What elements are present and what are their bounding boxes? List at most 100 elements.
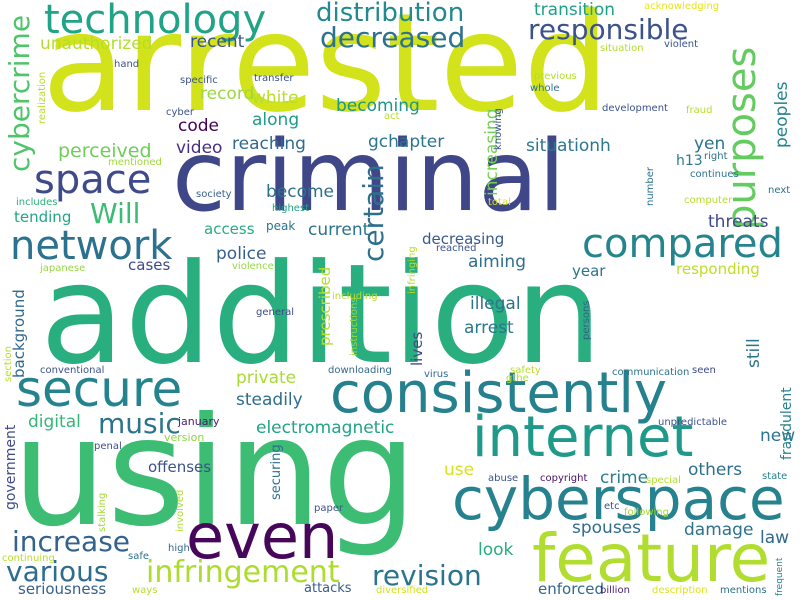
word-certain: certain xyxy=(357,164,390,262)
word-video: video xyxy=(176,138,223,158)
word-number: number xyxy=(645,166,656,206)
word-description: description xyxy=(652,585,708,596)
word-instructions: instructions xyxy=(349,297,360,356)
word-gthe: gthe xyxy=(506,373,529,384)
word-electromagnetic: electromagnetic xyxy=(256,418,395,438)
word-development: development xyxy=(602,103,668,114)
word-damage: damage xyxy=(684,520,754,540)
word-state: state xyxy=(762,471,788,482)
word-crime: crime xyxy=(600,468,649,488)
word-downloading: downloading xyxy=(328,365,392,376)
word-high: high xyxy=(168,543,190,554)
word-law: law xyxy=(760,528,790,548)
word-along: along xyxy=(252,110,300,130)
word-including: including xyxy=(332,291,378,302)
word-violence: violence xyxy=(232,261,274,272)
word-background: background xyxy=(10,289,28,378)
word-becoming: becoming xyxy=(336,96,420,116)
word-unpredictable: unpredictable xyxy=(658,417,728,428)
word-highest: highest xyxy=(272,203,310,214)
word-hand: hand xyxy=(114,59,140,70)
word-look: look xyxy=(478,540,514,560)
word-next: next xyxy=(768,185,791,196)
word-section: section xyxy=(3,345,14,382)
word-etc: etc xyxy=(604,501,620,512)
word-compared: compared xyxy=(582,221,783,267)
word-lives: lives xyxy=(408,331,426,366)
word-seriousness: seriousness xyxy=(18,580,107,598)
word-current: current xyxy=(308,220,370,240)
word-various: various xyxy=(6,555,109,588)
word-criminal: criminal xyxy=(172,120,566,234)
word-violent: violent xyxy=(664,39,699,50)
word-january: january xyxy=(178,415,220,428)
word-new: new xyxy=(760,426,796,446)
word-society: society xyxy=(196,189,232,200)
word-whole: whole xyxy=(530,83,560,94)
word-white: white xyxy=(252,88,299,108)
word-consistently: consistently xyxy=(330,361,668,426)
word-mentioned: mentioned xyxy=(108,157,162,168)
word-feature: feature xyxy=(532,520,771,597)
word-technology: technology xyxy=(44,0,267,43)
word-attacks: attacks xyxy=(304,581,352,596)
word-use: use xyxy=(444,460,475,480)
word-police: police xyxy=(216,244,267,264)
word-even: even xyxy=(186,500,339,573)
word-addition: addition xyxy=(40,234,603,395)
word-involved: involved xyxy=(175,489,186,532)
word-previous: previous xyxy=(534,71,577,82)
word-infringing: infringing xyxy=(407,246,418,294)
word-private: private xyxy=(236,368,297,388)
word-revision: revision xyxy=(372,559,482,592)
word-mentions: mentions xyxy=(720,585,767,596)
word-decreased: decreased xyxy=(320,21,466,54)
word-arrested: arrested xyxy=(42,0,610,143)
word-secure: secure xyxy=(16,360,183,418)
word-conventional: conventional xyxy=(40,365,105,376)
word-knowing: knowing xyxy=(493,108,504,150)
word-computer: computer xyxy=(684,195,733,206)
word-abuse: abuse xyxy=(488,473,519,484)
word-using: using xyxy=(12,386,418,560)
word-arrest: arrest xyxy=(464,318,514,338)
word-general: general xyxy=(256,307,295,318)
word-persons: persons xyxy=(581,300,592,341)
word-decreasing: decreasing xyxy=(422,230,505,248)
word-enforced: enforced xyxy=(538,580,605,598)
word-safe: safe xyxy=(128,551,150,562)
word-continuing: continuing xyxy=(2,553,55,564)
word-unauthorized: unauthorized xyxy=(40,34,153,54)
word-network: network xyxy=(10,223,173,269)
word-spouses: spouses xyxy=(572,518,641,538)
word-steadily: steadily xyxy=(236,390,303,410)
word-specific: specific xyxy=(180,75,218,86)
word-music: music xyxy=(98,407,181,440)
word-situationh: situationh xyxy=(526,136,611,156)
word-perceived: perceived xyxy=(58,140,152,162)
word-fraud: fraud xyxy=(686,105,713,116)
word-securing: securing xyxy=(269,444,284,500)
word-total: total xyxy=(488,197,511,208)
word-peoples: peoples xyxy=(772,81,792,148)
word-aiming: aiming xyxy=(468,252,526,272)
word-access: access xyxy=(204,220,255,238)
word-transition: transition xyxy=(534,0,615,20)
word-space: space xyxy=(34,157,152,203)
word-cybercrime: cybercrime xyxy=(3,14,36,172)
word-frequent: frequent xyxy=(775,557,785,596)
word-digital: digital xyxy=(28,412,81,432)
word-gchapter: gchapter xyxy=(368,132,445,152)
word-japanese: japanese xyxy=(40,263,86,274)
word-record: record xyxy=(200,84,255,104)
word-internet: internet xyxy=(472,405,694,470)
word-transfer: transfer xyxy=(254,73,294,84)
word-paper: paper xyxy=(314,503,344,514)
word-following: following xyxy=(624,507,669,518)
word-offenses: offenses xyxy=(148,458,212,476)
word-act: act xyxy=(384,111,400,122)
word-special: special xyxy=(646,475,681,486)
word-includes: includes xyxy=(16,197,58,208)
word-situation: situation xyxy=(600,43,644,54)
word-recent: recent xyxy=(190,32,245,52)
